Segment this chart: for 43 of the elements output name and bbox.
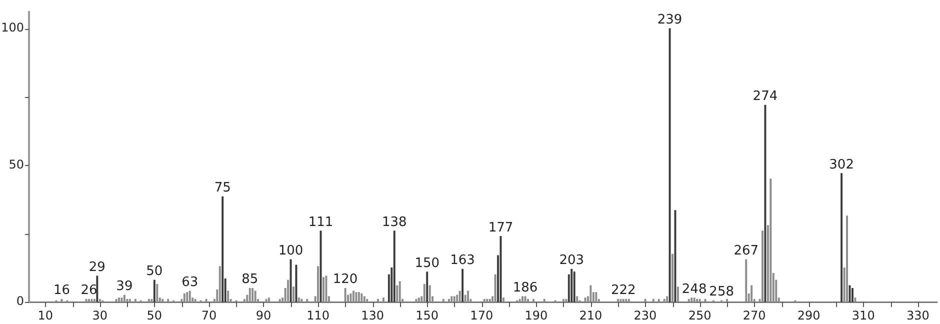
annotation: 85 <box>242 272 258 288</box>
x-tick-label: 290 <box>797 308 820 322</box>
annotation: 150 <box>414 256 440 271</box>
annotation: 120 <box>332 272 358 288</box>
x-tick-label: 110 <box>306 308 330 322</box>
annotation: 239 <box>657 12 682 28</box>
x-tick-label: 170 <box>470 308 494 322</box>
annotation: 222 <box>611 283 636 298</box>
annotation: 63 <box>182 274 198 290</box>
x-tick-label: 150 <box>416 308 439 322</box>
x-tick-label: 310 <box>852 308 875 322</box>
x-tick-label: 10 <box>38 308 53 322</box>
annotation: 274 <box>752 89 778 104</box>
x-tick-label: 250 <box>688 308 712 322</box>
annotation: 50 <box>146 264 163 280</box>
annotation: 100 <box>278 244 304 258</box>
x-tick-label: 230 <box>634 308 657 322</box>
annotation: 203 <box>559 253 584 268</box>
annotation: 267 <box>734 244 759 258</box>
y-tick-label: 50 <box>8 157 24 172</box>
annotation: 186 <box>512 280 538 296</box>
annotation: 75 <box>214 180 231 196</box>
annotation: 111 <box>308 214 334 230</box>
annotation: 39 <box>116 279 133 294</box>
x-tick-label: 330 <box>906 308 930 322</box>
x-tick-label: 190 <box>524 308 548 322</box>
annotation: 29 <box>88 260 106 275</box>
x-tick-label: 210 <box>579 308 602 322</box>
x-tick-label: 70 <box>201 308 217 322</box>
annotation: 248 <box>682 282 707 297</box>
annotation: 138 <box>382 214 407 230</box>
annotation: 258 <box>709 284 734 300</box>
x-tick-label: 90 <box>256 308 272 322</box>
annotation: 302 <box>829 157 854 172</box>
annotation: 163 <box>450 253 475 268</box>
x-tick-label: 270 <box>742 308 766 322</box>
annotation: 16 <box>53 283 70 298</box>
x-tick-label: 130 <box>361 308 384 322</box>
y-tick-label: 0 <box>16 294 24 308</box>
x-tick-label: 50 <box>146 308 162 322</box>
annotation: 177 <box>488 220 514 236</box>
y-tick-label: 100 <box>1 20 24 35</box>
x-tick-label: 30 <box>92 308 108 322</box>
